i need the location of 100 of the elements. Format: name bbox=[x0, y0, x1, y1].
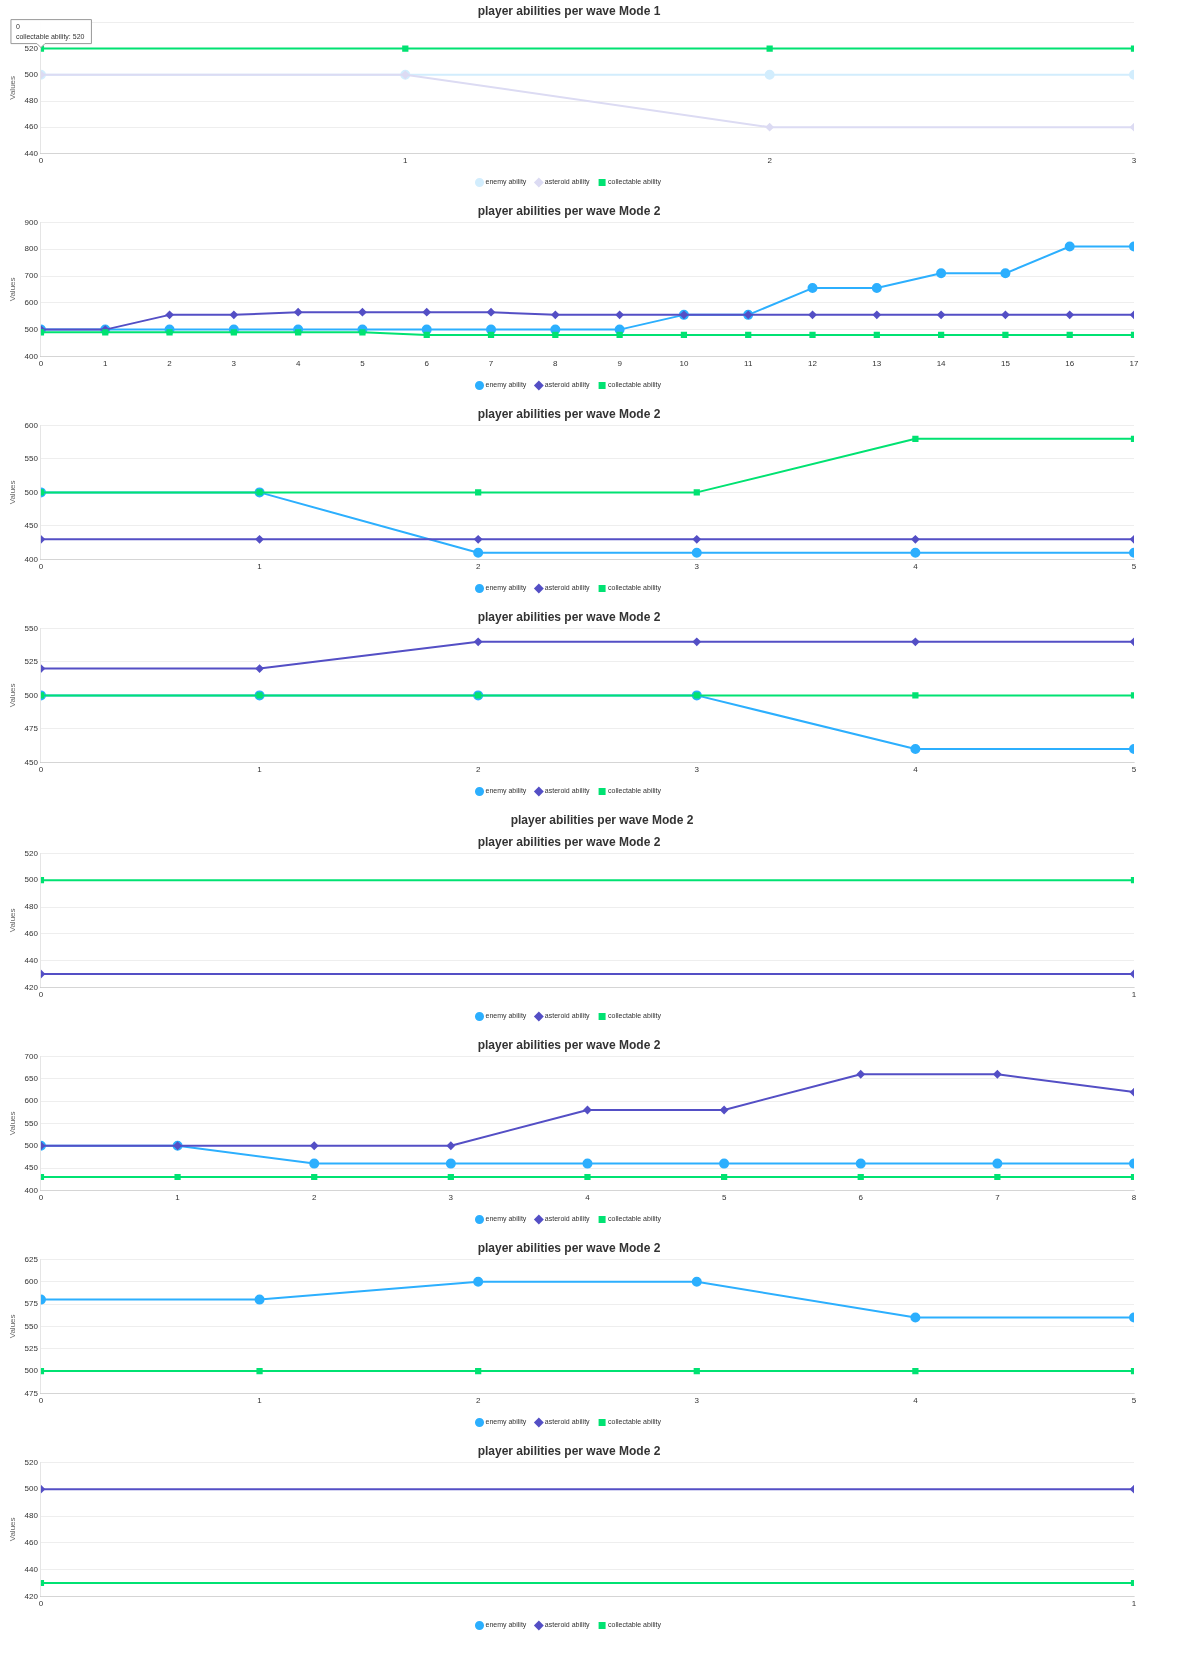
x-tick-label: 12 bbox=[808, 359, 818, 369]
x-tick-label: 5 bbox=[721, 1193, 727, 1203]
y-axis-title: Values bbox=[8, 277, 17, 302]
x-tick-label: 3 bbox=[1131, 156, 1137, 166]
x-tick-label: 1 bbox=[403, 156, 409, 166]
y-tick-label: 480 bbox=[24, 1511, 39, 1521]
y-axis-title: Values bbox=[8, 1111, 17, 1136]
y-tick-label: 440 bbox=[24, 148, 39, 158]
x-tick-label: 15 bbox=[1000, 359, 1011, 369]
x-tick-label: 2 bbox=[475, 562, 481, 572]
y-tick-label: 550 bbox=[24, 1321, 39, 1331]
x-tick-label: 2 bbox=[767, 156, 773, 166]
y-tick-label: 600 bbox=[24, 298, 39, 307]
x-tick-label: 7 bbox=[995, 1193, 1001, 1203]
x-tick-label: 1 bbox=[257, 1396, 263, 1406]
y-tick-label: 460 bbox=[24, 1538, 39, 1547]
y-tick-label: 520 bbox=[24, 1457, 39, 1467]
x-tick-label: 5 bbox=[360, 359, 366, 369]
text: player abilities per wave Mode 2 bbox=[509, 812, 695, 829]
chart-title: player abilities per wave Mode 1 bbox=[477, 3, 661, 18]
y-tick-label: 400 bbox=[24, 351, 39, 361]
y-tick-label: 520 bbox=[24, 848, 39, 858]
y-tick-label: 475 bbox=[24, 724, 39, 734]
x-tick-label: 0 bbox=[38, 562, 44, 572]
x-tick-label: 7 bbox=[488, 359, 494, 369]
chart-title: player abilities per wave Mode 2 bbox=[477, 609, 661, 624]
y-tick-label: 420 bbox=[24, 1591, 39, 1601]
y-tick-label: 500 bbox=[24, 1366, 39, 1376]
y-tick-label: 450 bbox=[24, 521, 39, 531]
x-tick-label: 2 bbox=[167, 359, 173, 369]
x-tick-label: 1 bbox=[103, 359, 109, 369]
x-tick-label: 2 bbox=[475, 1396, 481, 1406]
x-tick-label: 0 bbox=[38, 1193, 44, 1203]
x-tick-label: 8 bbox=[1131, 1193, 1137, 1203]
x-tick-label: 8 bbox=[553, 359, 559, 369]
y-tick-label: 450 bbox=[24, 1163, 39, 1173]
y-tick-label: 500 bbox=[24, 1484, 39, 1494]
x-tick-label: 4 bbox=[295, 359, 301, 369]
y-tick-label: 575 bbox=[24, 1299, 39, 1309]
y-tick-label: 400 bbox=[24, 554, 39, 564]
y-tick-label: 475 bbox=[24, 1388, 39, 1398]
y-tick-label: 520 bbox=[24, 43, 39, 53]
x-tick-label: 5 bbox=[1131, 765, 1137, 775]
x-tick-label: 3 bbox=[231, 359, 237, 369]
y-tick-label: 500 bbox=[24, 487, 39, 497]
x-tick-label: 3 bbox=[694, 562, 700, 572]
x-tick-label: 4 bbox=[585, 1193, 591, 1203]
x-tick-label: 1 bbox=[257, 765, 263, 775]
x-tick-label: 0 bbox=[38, 359, 44, 369]
y-axis-title: Values bbox=[8, 1517, 17, 1542]
y-tick-label: 900 bbox=[24, 217, 39, 227]
x-tick-label: 6 bbox=[858, 1193, 864, 1203]
chart-title: player abilities per wave Mode 2 bbox=[477, 834, 661, 849]
chart-title: player abilities per wave Mode 2 bbox=[477, 1443, 661, 1458]
x-tick-label: 3 bbox=[448, 1193, 454, 1203]
chart-title: player abilities per wave Mode 2 bbox=[477, 1240, 661, 1255]
x-tick-label: 0 bbox=[38, 1396, 44, 1406]
y-tick-label: 550 bbox=[24, 1118, 39, 1128]
x-tick-label: 3 bbox=[694, 765, 700, 775]
x-tick-label: 14 bbox=[936, 359, 947, 369]
x-tick-label: 6 bbox=[424, 359, 430, 369]
y-tick-label: 500 bbox=[24, 324, 39, 334]
y-tick-label: 625 bbox=[24, 1254, 39, 1264]
x-tick-label: 17 bbox=[1129, 359, 1139, 369]
chart-title: player abilities per wave Mode 2 bbox=[477, 203, 661, 218]
y-axis-title: Values bbox=[8, 480, 17, 505]
y-tick-label: 500 bbox=[24, 690, 39, 700]
y-tick-label: 450 bbox=[24, 757, 39, 767]
y-tick-label: 700 bbox=[24, 271, 39, 281]
x-tick-label: 16 bbox=[1065, 359, 1075, 369]
y-tick-label: 480 bbox=[24, 902, 39, 912]
y-tick-label: 420 bbox=[24, 982, 39, 992]
x-tick-label: 5 bbox=[1131, 1396, 1137, 1406]
x-tick-label: 0 bbox=[38, 765, 44, 775]
y-tick-label: 480 bbox=[24, 96, 39, 106]
y-tick-label: 440 bbox=[24, 1564, 39, 1574]
y-tick-label: 500 bbox=[24, 875, 39, 885]
x-tick-label: 0 bbox=[38, 156, 44, 166]
x-tick-label: 2 bbox=[475, 765, 481, 775]
y-tick-label: 700 bbox=[24, 1051, 39, 1061]
x-tick-label: 4 bbox=[913, 1396, 919, 1406]
y-tick-label: 500 bbox=[24, 70, 39, 79]
y-axis-title: Values bbox=[8, 908, 17, 933]
y-axis-title: Values bbox=[8, 683, 17, 708]
y-tick-label: 550 bbox=[24, 623, 39, 633]
chart-title: player abilities per wave Mode 2 bbox=[477, 406, 661, 421]
y-tick-label: 460 bbox=[24, 929, 39, 938]
x-tick-label: 1 bbox=[257, 562, 263, 572]
y-axis-title: Values bbox=[8, 75, 17, 100]
y-axis-title: Values bbox=[8, 1314, 17, 1339]
x-tick-label: 9 bbox=[617, 359, 623, 369]
x-tick-label: 11 bbox=[744, 359, 753, 369]
x-tick-label: 4 bbox=[913, 765, 919, 775]
x-tick-label: 2 bbox=[311, 1193, 317, 1203]
x-tick-label: 1 bbox=[175, 1193, 181, 1203]
y-tick-label: 440 bbox=[24, 955, 39, 965]
y-tick-label: 525 bbox=[24, 657, 39, 667]
y-tick-label: 525 bbox=[24, 1343, 39, 1353]
y-tick-label: 550 bbox=[24, 454, 39, 464]
x-tick-label: 5 bbox=[1131, 562, 1137, 572]
